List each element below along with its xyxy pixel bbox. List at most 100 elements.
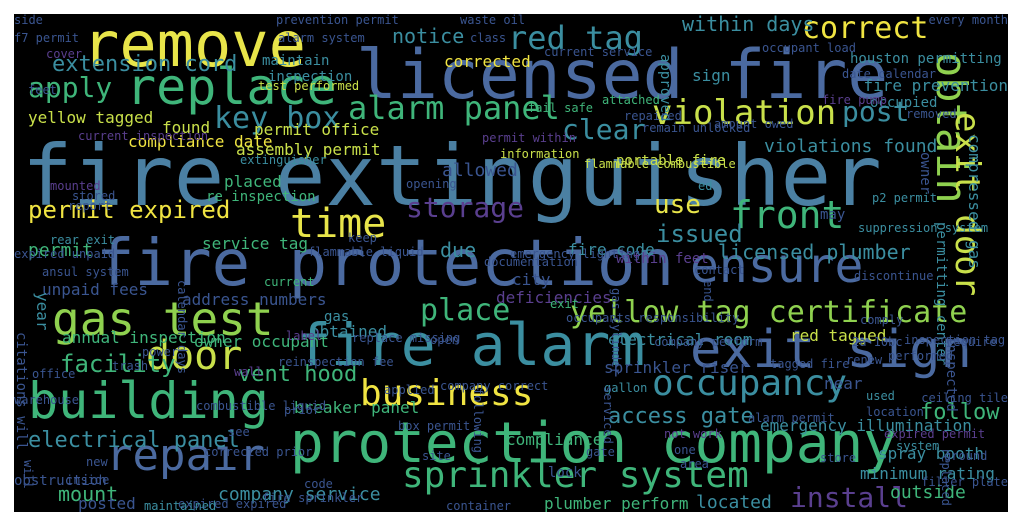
word-cloud-term: fire alarm xyxy=(296,311,646,379)
word-cloud-term: tagged fire xyxy=(770,357,850,371)
word-cloud-term: emergency lighting xyxy=(510,247,641,261)
word-cloud-term: company service xyxy=(218,484,381,505)
word-cloud-term: placed xyxy=(224,172,282,191)
word-cloud-term: side xyxy=(14,14,43,27)
word-cloud-term: issued xyxy=(656,220,743,248)
word-cloud-term: office xyxy=(32,367,76,381)
word-cloud-term: compliance xyxy=(506,430,603,449)
word-cloud-term: use xyxy=(654,190,701,220)
word-cloud-term: applied xyxy=(384,383,435,397)
word-cloud-term: occupants responsibility xyxy=(566,311,740,325)
word-cloud-term: service tag xyxy=(202,234,308,253)
word-cloud-term: reinspection fee xyxy=(278,355,394,369)
word-cloud-term: key box xyxy=(214,101,341,136)
word-cloud-term: test performed xyxy=(258,79,360,93)
word-cloud-term: breaker panel xyxy=(294,398,420,417)
word-cloud-term: clear xyxy=(562,113,647,146)
word-cloud-term: deficiencies xyxy=(496,288,612,307)
word-cloud-term: due xyxy=(440,238,477,262)
word-cloud-term: sprinkler system xyxy=(402,455,749,496)
word-cloud-term: compressed gas xyxy=(965,134,984,269)
word-cloud-term: maintain xyxy=(262,53,330,69)
word-cloud-term: gallon xyxy=(604,381,648,395)
word-cloud-term: expired permit xyxy=(884,427,986,441)
word-cloud-term: portable fire xyxy=(616,153,726,169)
word-cloud-term: gate xyxy=(586,445,615,459)
word-cloud-term: replace xyxy=(126,58,337,116)
word-cloud-term: violation xyxy=(652,93,837,133)
word-cloud-term: repaired xyxy=(624,109,682,123)
word-cloud-term: inspection tag xyxy=(904,333,1006,347)
word-cloud-term: wall xyxy=(234,365,263,379)
word-cloud-term: licensed plumber xyxy=(718,240,911,264)
word-cloud-term: obtained xyxy=(310,322,388,341)
word-cloud-term: follow xyxy=(920,400,1000,425)
word-cloud-term: box permit xyxy=(398,419,471,433)
word-cloud-term: opening xyxy=(406,177,457,191)
word-cloud-term: year xyxy=(33,292,52,331)
word-cloud-term: inspected xyxy=(943,336,959,412)
word-cloud-term: found xyxy=(162,118,211,137)
word-cloud-term: red tag xyxy=(508,19,643,57)
word-cloud-term: ceiling tile xyxy=(921,391,1008,405)
word-cloud-term: fire code xyxy=(568,240,655,259)
word-cloud-term: stored xyxy=(72,189,116,203)
word-cloud-term: f7 permit xyxy=(14,31,80,45)
word-cloud-term: every month xyxy=(928,14,1008,27)
word-cloud-term: occupancy xyxy=(652,363,848,404)
word-cloud-term: located xyxy=(696,492,772,512)
word-cloud-term: occupied xyxy=(870,95,938,111)
word-cloud-term: may xyxy=(820,207,846,223)
word-cloud-term: business xyxy=(360,373,534,414)
word-cloud-term: expired unpaid xyxy=(14,247,116,261)
word-cloud-term: 2a 10bc xyxy=(852,335,903,349)
word-cloud-term: permit xyxy=(28,240,94,261)
word-cloud-term: notice xyxy=(392,24,465,48)
word-cloud-term: assembly permit xyxy=(236,140,381,159)
word-cloud-term: compliance date xyxy=(128,132,273,151)
word-cloud-term: sign xyxy=(692,66,731,85)
word-cloud-term: permit expired xyxy=(28,196,231,224)
word-cloud-term: replace missing xyxy=(352,331,461,345)
word-cloud-term: company correct xyxy=(440,379,549,393)
word-cloud-term: alarm permit xyxy=(748,411,835,425)
word-cloud-term: used xyxy=(866,389,895,403)
word-cloud-term: open xyxy=(430,333,459,347)
word-cloud-term: amount owed xyxy=(714,117,794,131)
word-cloud-term: filler plate xyxy=(921,475,1008,489)
word-cloud-term: owner occupant xyxy=(194,332,329,351)
word-cloud-term: citations will xyxy=(14,332,29,451)
word-cloud-term: yellow tagged xyxy=(28,108,154,127)
word-cloud-term: expired expired xyxy=(178,497,287,511)
word-cloud-term: end xyxy=(701,280,715,302)
word-cloud-term: attached xyxy=(602,93,660,107)
word-cloud-term: spray booth xyxy=(878,444,984,463)
word-cloud-term: corrected xyxy=(444,52,531,71)
word-cloud-term: electrical room xyxy=(608,330,753,349)
word-cloud-term: report xyxy=(68,199,112,213)
word-cloud-term: time xyxy=(290,201,387,247)
word-cloud-term: comply xyxy=(860,313,904,327)
word-cloud-term: maintained xyxy=(144,499,217,512)
word-cloud-term: inside xyxy=(66,473,110,487)
word-cloud-term: permit within xyxy=(482,131,576,145)
word-cloud-term: alarm panel xyxy=(348,89,560,127)
word-cloud-term: system xyxy=(896,439,940,453)
word-cloud-term: flammable liquid xyxy=(308,245,424,259)
word-cloud: fire extinguisher licensed fire fire prote… xyxy=(14,14,1008,512)
word-cloud-term: apply xyxy=(28,71,113,104)
word-cloud-term: waste oil xyxy=(460,14,526,27)
word-cloud-term: current service xyxy=(544,45,653,59)
word-cloud-term: minimum rating xyxy=(860,464,995,483)
word-cloud-term: gas cylinder xyxy=(609,288,623,375)
word-cloud-term: within feet xyxy=(616,251,709,267)
word-cloud-term: install xyxy=(790,481,909,512)
word-cloud-term: flammable combustible xyxy=(584,157,736,171)
word-cloud-term: renew xyxy=(846,353,883,367)
word-cloud-term: prevention permit xyxy=(276,14,399,27)
word-cloud-term: electrical panel xyxy=(28,428,240,453)
word-cloud-term: emergency illumination xyxy=(760,416,972,435)
word-cloud-term: performed xyxy=(888,349,954,363)
word-cloud-term: address numbers xyxy=(182,290,327,309)
word-cloud-term: information xyxy=(500,147,580,161)
